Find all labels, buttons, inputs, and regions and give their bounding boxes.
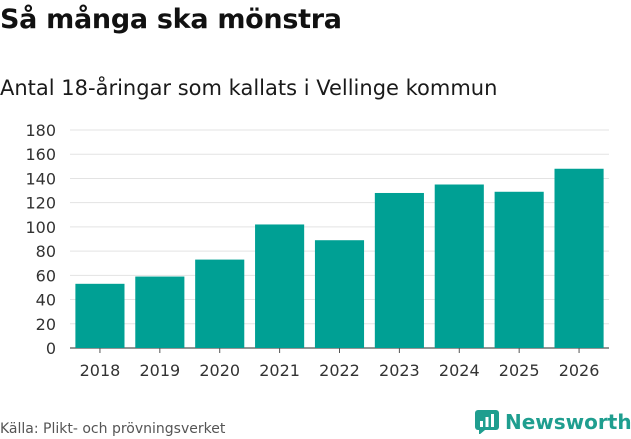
x-tick-label: 2026	[559, 361, 600, 380]
y-tick-label: 120	[25, 194, 56, 213]
bar-chart: 0 20 40 60 80 100 120 140 160 180 2018 2019 2020 2021…	[25, 121, 609, 380]
y-tick-label: 80	[36, 242, 56, 261]
chart-title: Så många ska mönstra	[0, 4, 342, 35]
x-tick-label: 2019	[139, 361, 180, 380]
x-tick-label: 2018	[80, 361, 121, 380]
y-tick-label: 180	[25, 121, 56, 140]
bar	[374, 192, 424, 348]
bar	[255, 224, 305, 348]
y-tick-label: 40	[36, 291, 56, 310]
brand-name: Newsworthy	[505, 410, 631, 434]
bar	[75, 283, 125, 348]
bar	[195, 259, 245, 348]
bar	[434, 184, 484, 348]
bar	[494, 191, 544, 348]
bar	[314, 240, 365, 348]
y-tick-label: 160	[25, 145, 56, 164]
y-tick-label: 60	[36, 266, 56, 285]
newsworthy-logo: Newsworthy	[475, 409, 631, 435]
chart-subtitle: Antal 18-åringar som kallats i Vellinge …	[0, 76, 498, 100]
x-tick-label: 2023	[379, 361, 420, 380]
y-tick-label: 140	[25, 169, 56, 188]
y-tick-label: 100	[25, 218, 56, 237]
newsworthy-icon	[475, 410, 499, 434]
bar	[135, 276, 185, 348]
x-tick-label: 2024	[439, 361, 480, 380]
x-tick-label: 2025	[499, 361, 540, 380]
x-tick-label: 2022	[319, 361, 360, 380]
bar	[554, 168, 604, 348]
x-tick-label: 2021	[259, 361, 300, 380]
x-tick-label: 2020	[199, 361, 240, 380]
y-tick-label: 0	[46, 339, 56, 358]
y-tick-label: 20	[36, 315, 56, 334]
source-note: Källa: Plikt- och prövningsverket	[0, 421, 226, 437]
